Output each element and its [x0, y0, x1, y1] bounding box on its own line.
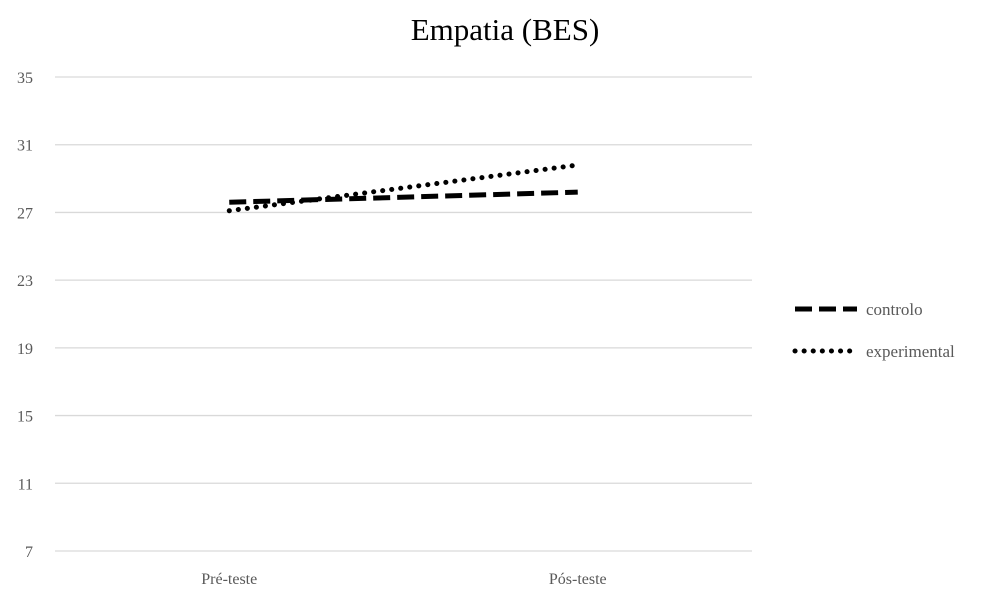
series-line-controlo — [229, 189, 578, 205]
x-axis: Pré-teste Pós-teste — [201, 571, 606, 588]
y-tick-label: 11 — [18, 476, 33, 493]
grid — [55, 76, 752, 552]
y-tick-label: 19 — [17, 341, 33, 358]
y-tick-label: 27 — [17, 205, 33, 222]
legend: controlo experimental — [792, 300, 955, 361]
y-tick-label: 35 — [17, 70, 33, 87]
legend-label: experimental — [866, 342, 955, 361]
x-tick-label: Pós-teste — [549, 571, 607, 588]
series-lines — [226, 162, 581, 214]
chart-title: Empatia (BES) — [411, 12, 600, 47]
legend-label: controlo — [866, 300, 923, 319]
series-line-experimental — [226, 162, 581, 214]
y-tick-label: 31 — [17, 138, 33, 155]
y-tick-label: 7 — [25, 544, 33, 561]
y-axis: 35 31 27 23 19 15 11 7 — [17, 70, 33, 561]
y-tick-label: 23 — [17, 273, 33, 290]
y-tick-label: 15 — [17, 409, 33, 426]
x-tick-label: Pré-teste — [201, 571, 257, 588]
